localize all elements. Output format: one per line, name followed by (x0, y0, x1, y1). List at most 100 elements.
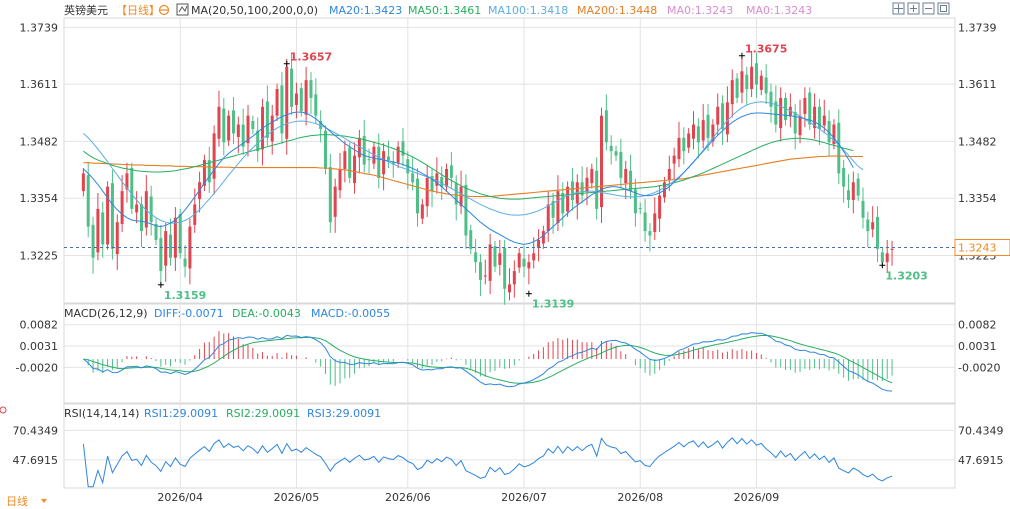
candle-down[interactable] (449, 165, 453, 178)
price-panel[interactable]: 1.3657 1.3675 1.3159 1.3139 1.3203 (64, 43, 955, 311)
candle-down[interactable] (503, 247, 507, 289)
candle-down[interactable] (469, 230, 473, 249)
period-button-label[interactable]: 日线 (6, 494, 28, 508)
candle-down[interactable] (754, 63, 758, 85)
candle-down[interactable] (411, 173, 415, 183)
candle-up[interactable] (532, 253, 536, 261)
candle-up[interactable] (725, 102, 729, 135)
candle-down[interactable] (846, 190, 850, 201)
candle-up[interactable] (353, 155, 357, 184)
candle-down[interactable] (643, 212, 647, 232)
candle-down[interactable] (493, 246, 497, 267)
candle-up[interactable] (135, 204, 139, 213)
candle-down[interactable] (290, 68, 294, 107)
zoom-in-icon[interactable] (907, 2, 920, 15)
candle-up[interactable] (498, 253, 502, 265)
candle-down[interactable] (551, 200, 555, 218)
candle-down[interactable] (328, 167, 332, 223)
candle-up[interactable] (396, 146, 400, 163)
drag-handle-icon[interactable] (0, 406, 7, 414)
candle-down[interactable] (876, 216, 880, 249)
candle-down[interactable] (474, 252, 478, 263)
candle-down[interactable] (522, 258, 526, 267)
candle-down[interactable] (827, 120, 831, 143)
candle-up[interactable] (590, 168, 594, 184)
candle-down[interactable] (207, 160, 211, 183)
macd-panel[interactable] (83, 331, 893, 392)
candle-up[interactable] (483, 275, 487, 277)
candle-down[interactable] (309, 80, 313, 98)
candle-up[interactable] (687, 133, 691, 148)
crosshair-icon[interactable] (892, 2, 905, 15)
candle-down[interactable] (633, 189, 637, 214)
candle-up[interactable] (120, 191, 124, 224)
candle-down[interactable] (735, 78, 739, 98)
candle-up[interactable] (779, 97, 783, 129)
candle-down[interactable] (91, 224, 95, 258)
candle-down[interactable] (837, 122, 841, 174)
candle-up[interactable] (624, 168, 628, 184)
candle-down[interactable] (231, 110, 235, 134)
candle-down[interactable] (764, 77, 768, 94)
candle-up[interactable] (871, 222, 875, 230)
candle-up[interactable] (81, 173, 85, 192)
candle-up[interactable] (803, 97, 807, 114)
candle-up[interactable] (541, 231, 545, 244)
candle-up[interactable] (546, 204, 550, 232)
candle-down[interactable] (570, 181, 574, 201)
settings-icon[interactable] (158, 4, 170, 16)
candle-up[interactable] (144, 191, 148, 228)
candle-down[interactable] (682, 137, 686, 152)
candle-up[interactable] (677, 137, 681, 160)
candle-up[interactable] (125, 173, 129, 190)
candle-up[interactable] (343, 151, 347, 169)
candle-up[interactable] (106, 186, 110, 245)
candle-down[interactable] (149, 196, 153, 223)
candle-down[interactable] (169, 234, 173, 258)
candle-down[interactable] (614, 151, 618, 156)
zoom-out-icon[interactable] (922, 2, 935, 15)
candle-down[interactable] (595, 170, 599, 209)
candle-up[interactable] (488, 244, 492, 281)
candle-down[interactable] (415, 178, 419, 214)
candle-down[interactable] (178, 214, 182, 254)
candle-down[interactable] (241, 124, 245, 147)
candle-down[interactable] (561, 192, 565, 214)
candle-up[interactable] (188, 226, 192, 269)
candle-up[interactable] (304, 80, 308, 115)
candle-up[interactable] (270, 115, 274, 142)
candle-down[interactable] (604, 110, 608, 143)
candle-up[interactable] (202, 160, 206, 186)
candle-down[interactable] (222, 108, 226, 143)
candle-up[interactable] (890, 248, 894, 250)
candle-up[interactable] (600, 115, 604, 208)
candle-down[interactable] (362, 136, 366, 165)
candle-up[interactable] (658, 195, 662, 219)
candle-down[interactable] (454, 183, 458, 205)
candle-down[interactable] (648, 231, 652, 236)
candle-down[interactable] (323, 130, 327, 169)
candle-up[interactable] (730, 80, 734, 105)
candle-down[interactable] (183, 258, 187, 267)
candle-down[interactable] (706, 114, 710, 138)
candle-down[interactable] (251, 120, 255, 129)
candle-down[interactable] (130, 168, 134, 209)
candle-down[interactable] (139, 204, 143, 232)
candle-up[interactable] (527, 262, 531, 269)
chevron-down-icon[interactable] (41, 499, 47, 503)
period-button[interactable]: 日线 (0, 491, 60, 509)
candle-down[interactable] (817, 106, 821, 129)
candle-up[interactable] (653, 213, 657, 232)
candle-down[interactable] (348, 147, 352, 178)
candle-down[interactable] (721, 103, 725, 129)
candle-up[interactable] (212, 133, 216, 179)
candle-down[interactable] (377, 146, 381, 178)
candle-down[interactable] (769, 91, 773, 107)
candle-up[interactable] (246, 115, 250, 144)
candle-up[interactable] (851, 182, 855, 201)
candle-up[interactable] (357, 137, 361, 158)
candle-up[interactable] (459, 186, 463, 207)
candle-up[interactable] (537, 239, 541, 248)
candle-down[interactable] (154, 223, 158, 240)
candle-down[interactable] (619, 152, 623, 178)
